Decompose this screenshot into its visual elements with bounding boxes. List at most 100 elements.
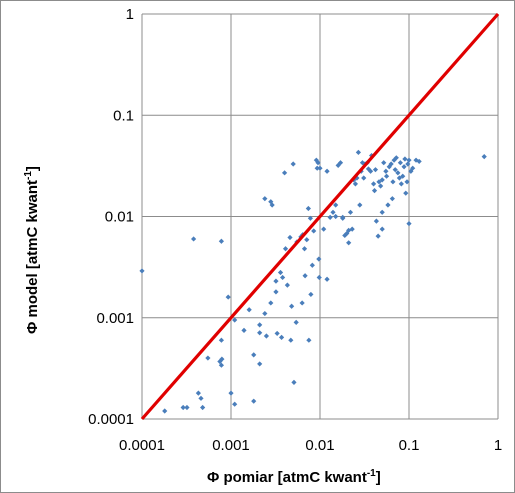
x-axis-title-superscript: -1 xyxy=(367,468,376,479)
data-point xyxy=(293,319,299,325)
data-point xyxy=(375,233,381,239)
data-point xyxy=(403,190,409,196)
data-point xyxy=(282,246,289,252)
data-point xyxy=(383,173,390,179)
data-point xyxy=(373,218,379,224)
data-point xyxy=(379,226,385,232)
data-point xyxy=(218,337,224,343)
data-point xyxy=(299,300,305,306)
y-axis-title-superscript: -1 xyxy=(23,171,34,180)
data-point xyxy=(406,157,412,163)
data-point xyxy=(198,395,204,401)
data-point xyxy=(344,230,350,237)
x-tick-label-0: 0.0001 xyxy=(119,437,165,454)
x-tick-label-4: 1 xyxy=(494,437,502,454)
data-point xyxy=(251,352,257,358)
data-points xyxy=(139,149,487,414)
data-point xyxy=(346,227,352,233)
data-point xyxy=(257,322,263,328)
data-point xyxy=(257,361,263,367)
data-point xyxy=(404,179,410,185)
data-point xyxy=(321,226,327,232)
data-point xyxy=(352,181,359,187)
data-point xyxy=(232,401,238,407)
data-point xyxy=(217,358,223,365)
data-point xyxy=(401,164,407,170)
data-point xyxy=(392,167,398,173)
data-point xyxy=(307,215,313,221)
data-point xyxy=(290,161,296,167)
data-point xyxy=(273,278,279,284)
data-point xyxy=(410,165,416,171)
data-point xyxy=(379,209,385,215)
data-point xyxy=(280,274,286,281)
data-point xyxy=(288,337,294,343)
data-point xyxy=(406,221,412,227)
data-point xyxy=(305,205,311,212)
data-point xyxy=(346,240,352,246)
data-point xyxy=(385,202,391,208)
y-tick-label-3: 0.1 xyxy=(113,107,134,124)
x-tick-label-1: 0.001 xyxy=(212,437,250,454)
data-point xyxy=(402,156,408,162)
x-axis-title: Φ pomiar [atmC kwant-1] xyxy=(207,468,381,486)
data-point xyxy=(337,160,344,166)
data-point xyxy=(205,355,211,361)
data-point xyxy=(162,408,168,414)
data-point xyxy=(379,177,385,183)
data-point xyxy=(273,289,279,295)
data-point xyxy=(391,157,397,163)
data-point xyxy=(389,196,395,202)
data-point xyxy=(408,168,414,174)
data-point xyxy=(330,209,336,215)
data-point xyxy=(308,291,314,298)
x-tick-label-2: 0.01 xyxy=(305,437,334,454)
data-point xyxy=(287,234,293,241)
y-tick-label-1: 0.001 xyxy=(96,310,134,327)
data-point xyxy=(277,269,284,276)
x-tick-labels: 0.0001 0.001 0.01 0.1 1 xyxy=(119,437,502,454)
data-point xyxy=(333,202,339,208)
data-point xyxy=(383,168,389,174)
data-point xyxy=(302,273,308,279)
data-point xyxy=(398,181,404,187)
data-point xyxy=(219,356,225,362)
data-point xyxy=(251,398,257,404)
data-point xyxy=(349,226,355,232)
y-tick-label-4: 1 xyxy=(126,6,134,23)
data-point xyxy=(281,170,288,176)
data-point xyxy=(257,330,263,336)
data-point xyxy=(274,330,280,337)
data-point xyxy=(291,379,297,385)
data-point xyxy=(347,209,354,215)
data-point xyxy=(246,307,252,313)
data-point xyxy=(241,327,247,334)
y-axis-title: Φ model [atmC kwant-1] xyxy=(23,166,41,334)
data-point xyxy=(232,317,238,323)
y-tick-label-2: 0.01 xyxy=(105,209,134,226)
x-axis-title-end: ] xyxy=(376,469,381,486)
reference-line xyxy=(140,12,500,421)
data-point xyxy=(304,237,310,243)
data-point xyxy=(191,236,197,242)
data-point xyxy=(317,165,323,171)
data-point xyxy=(376,179,382,185)
data-point xyxy=(381,160,387,166)
data-point xyxy=(378,183,384,189)
data-point xyxy=(481,154,487,160)
data-point xyxy=(139,268,145,274)
data-point xyxy=(225,294,231,300)
data-point xyxy=(390,179,396,185)
data-point xyxy=(180,404,186,411)
data-point xyxy=(262,196,268,202)
data-point xyxy=(314,165,320,171)
data-point xyxy=(397,160,403,166)
data-point xyxy=(306,337,312,343)
data-point xyxy=(184,404,190,411)
data-point xyxy=(278,334,285,340)
data-point xyxy=(315,160,321,166)
data-point xyxy=(413,157,419,163)
data-point xyxy=(400,173,406,179)
data-point xyxy=(262,310,268,317)
